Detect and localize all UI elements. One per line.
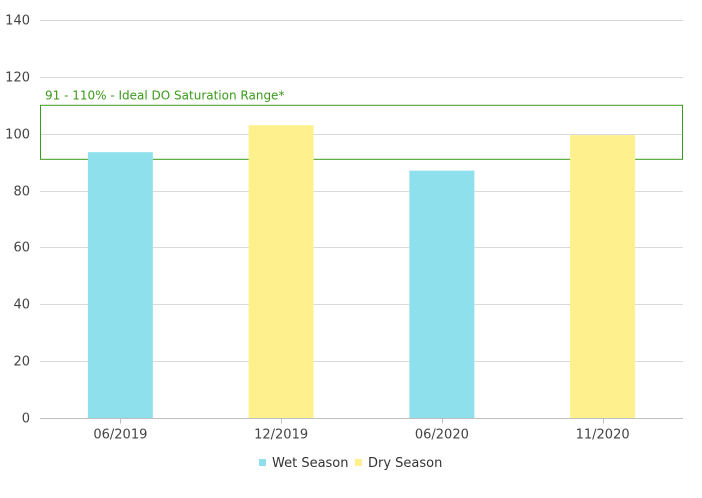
- y-tick-label: 120: [5, 71, 30, 86]
- legend-swatch: [259, 459, 266, 466]
- legend-label: Dry Season: [368, 456, 442, 471]
- x-tick-label: 06/2019: [93, 428, 147, 443]
- y-tick-label: 80: [13, 185, 30, 200]
- y-tick-label: 100: [5, 128, 30, 143]
- bar: [87, 152, 153, 418]
- legend-item: Wet Season: [259, 456, 349, 471]
- y-tick-label: 0: [22, 412, 30, 427]
- y-tick-label: 140: [5, 14, 30, 29]
- ideal-range-box: [40, 104, 683, 160]
- x-tick-label: 11/2020: [576, 428, 630, 443]
- bars: [87, 125, 636, 418]
- legend-item: Dry Season: [355, 456, 442, 471]
- axes: 0 20 40 60 80 100 120 140 06/2019 12/2019 06/2020 1…: [5, 14, 683, 443]
- bar: [570, 135, 636, 418]
- y-tick-label: 40: [13, 298, 30, 313]
- y-tick-label: 20: [13, 355, 30, 370]
- bar: [409, 170, 475, 418]
- x-tick-label: 12/2019: [254, 428, 308, 443]
- legend: Wet Season Dry Season: [259, 456, 442, 471]
- bar: [248, 125, 314, 418]
- x-tick-label: 06/2020: [415, 428, 469, 443]
- legend-label: Wet Season: [272, 456, 349, 471]
- y-tick-label: 60: [13, 241, 30, 256]
- ideal-range-label: 91 - 110% - Ideal DO Saturation Range*: [45, 88, 284, 102]
- legend-swatch: [355, 459, 362, 466]
- ideal-range-annotation: 91 - 110% - Ideal DO Saturation Range*: [40, 88, 683, 160]
